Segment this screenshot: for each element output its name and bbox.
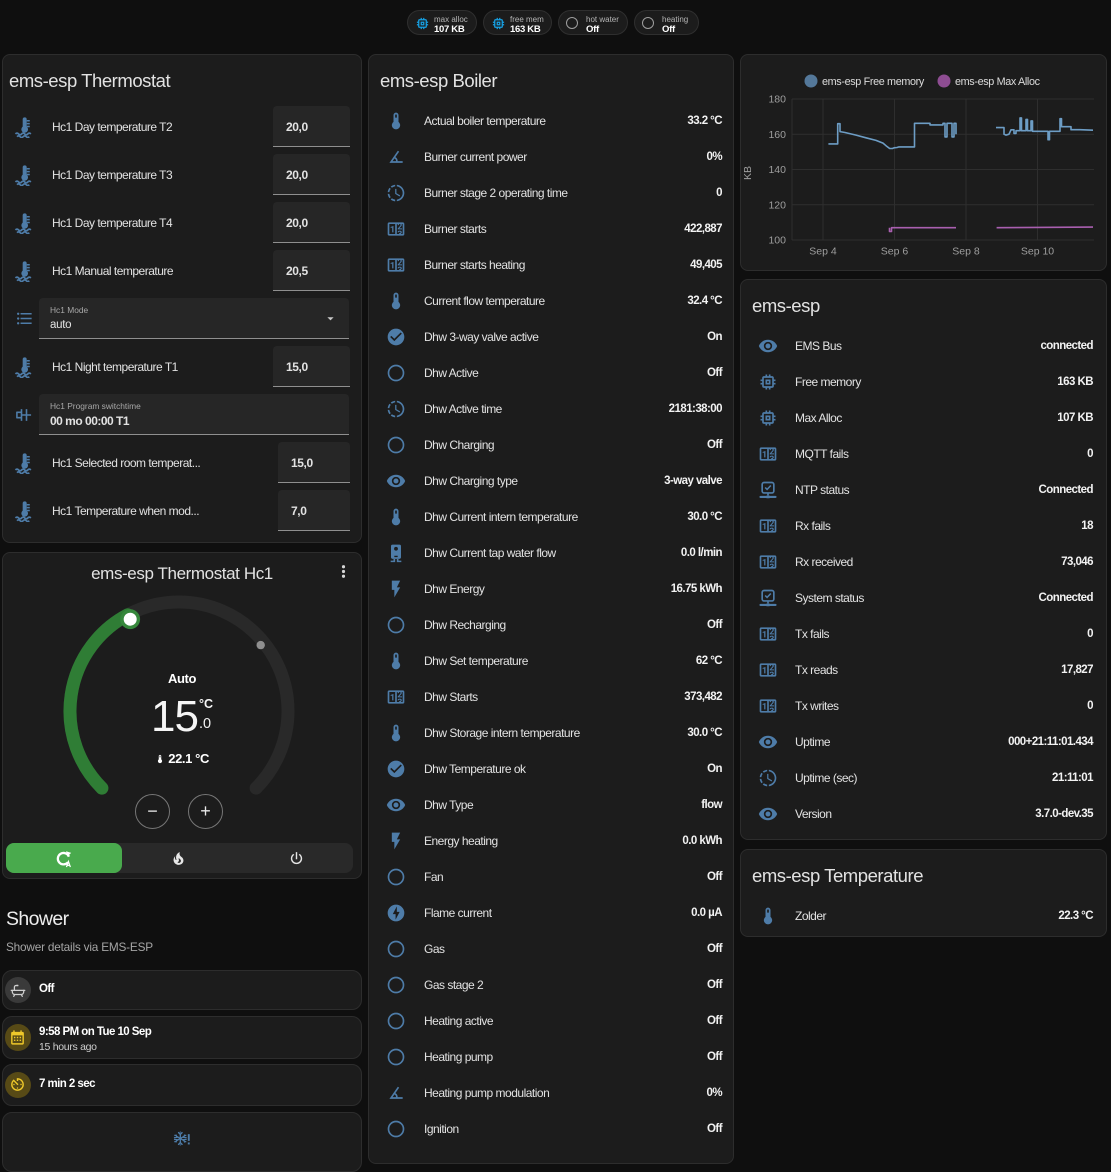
- svg-text:ems-esp Free memory: ems-esp Free memory: [822, 76, 925, 88]
- svg-text:100: 100: [768, 235, 786, 247]
- svg-text:180: 180: [768, 94, 786, 106]
- svg-text:Sep 10: Sep 10: [1021, 246, 1054, 258]
- svg-text:Sep 6: Sep 6: [881, 246, 909, 258]
- svg-text:KB: KB: [742, 166, 754, 180]
- svg-text:Sep 8: Sep 8: [952, 246, 980, 258]
- svg-text:ems-esp Max Alloc: ems-esp Max Alloc: [955, 76, 1041, 88]
- svg-text:120: 120: [768, 199, 786, 211]
- svg-text:140: 140: [768, 164, 786, 176]
- svg-text:Sep 4: Sep 4: [809, 246, 837, 258]
- svg-text:160: 160: [768, 129, 786, 141]
